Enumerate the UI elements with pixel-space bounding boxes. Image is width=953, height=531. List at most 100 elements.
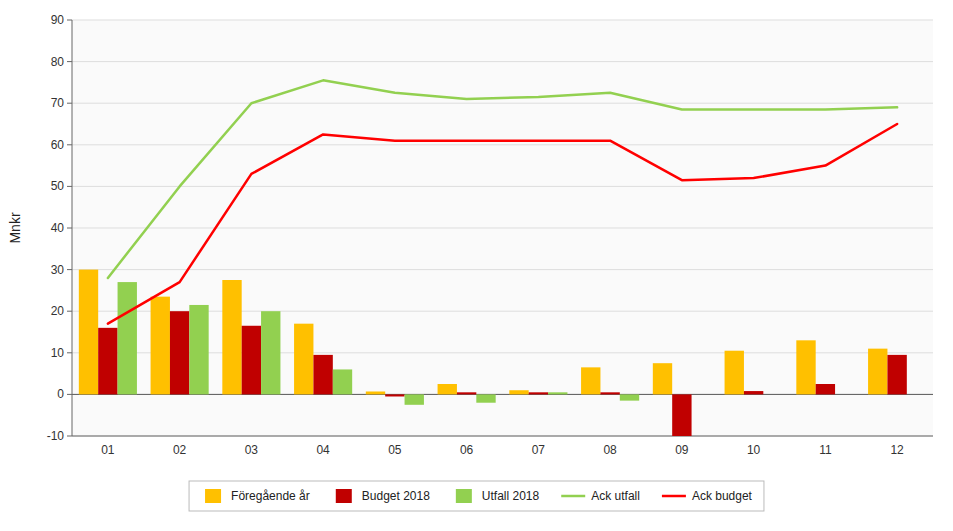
bar (151, 297, 170, 395)
x-tick-label: 01 (101, 443, 115, 457)
y-tick-label: 30 (51, 263, 65, 277)
y-tick-label: 40 (51, 221, 65, 235)
bar (476, 394, 495, 402)
x-tick-label: 06 (460, 443, 474, 457)
x-tick-label: 09 (675, 443, 689, 457)
y-tick (67, 352, 72, 353)
legend-swatch (561, 495, 585, 498)
bar-series (118, 282, 640, 405)
bar-series (98, 311, 907, 436)
legend-item: Ack utfall (561, 489, 640, 503)
y-tick (67, 394, 72, 395)
bar (242, 326, 261, 395)
y-tick (67, 144, 72, 145)
bar (98, 328, 117, 395)
bar (907, 394, 926, 395)
bar (118, 282, 137, 394)
x-tick-label: 07 (532, 443, 546, 457)
bar (600, 392, 619, 394)
bar (868, 349, 887, 395)
y-tick-label: 50 (51, 179, 65, 193)
y-axis-label: Mnkr (7, 212, 23, 243)
y-tick-label: 0 (57, 387, 64, 401)
bar (333, 369, 352, 394)
y-tick-label: 80 (51, 55, 65, 69)
bar (366, 391, 385, 394)
y-tick (67, 228, 72, 229)
x-tick-label: 10 (747, 443, 761, 457)
y-tick-label: 20 (51, 304, 65, 318)
legend-item: Budget 2018 (336, 489, 430, 503)
bar-series (79, 270, 888, 395)
bar (744, 391, 763, 394)
bar (170, 311, 189, 394)
y-axis-line (72, 20, 73, 436)
bar (548, 392, 567, 394)
bar (653, 363, 672, 394)
y-axis: -100102030405060708090 (47, 13, 72, 443)
bar (79, 270, 98, 395)
legend-label: Utfall 2018 (482, 489, 540, 503)
y-tick-label: -10 (47, 429, 65, 443)
grid-line (72, 103, 933, 104)
y-tick (67, 20, 72, 21)
x-tick-label: 08 (603, 443, 617, 457)
grid-line (72, 436, 933, 437)
x-axis: 010203040506070809101112 (72, 436, 933, 457)
x-axis-line (72, 436, 933, 437)
bar (835, 394, 854, 395)
y-tick (67, 186, 72, 187)
y-tick (67, 436, 72, 437)
y-tick (67, 311, 72, 312)
bar (405, 394, 424, 404)
bar (725, 351, 744, 395)
grid-line (72, 61, 933, 62)
chart-svg: -100102030405060708090Mnkr01020304050607… (0, 0, 953, 531)
bar (581, 367, 600, 394)
y-tick-label: 60 (51, 138, 65, 152)
grid (72, 20, 933, 436)
bar (796, 340, 815, 394)
bar (692, 394, 711, 395)
x-tick-label: 02 (173, 443, 187, 457)
grid-line (72, 20, 933, 21)
legend-label: Föregående år (231, 489, 310, 503)
legend-swatch (456, 489, 472, 503)
bar (313, 355, 332, 395)
chart-container: -100102030405060708090Mnkr01020304050607… (0, 0, 953, 531)
bar (189, 305, 208, 394)
y-tick-label: 90 (51, 13, 65, 27)
y-tick-label: 10 (51, 346, 65, 360)
legend-swatch (205, 489, 221, 503)
bar (457, 392, 476, 394)
y-tick (67, 269, 72, 270)
legend-frame (189, 481, 764, 511)
plot-marks (79, 80, 907, 436)
bar (816, 384, 835, 394)
bar (672, 394, 691, 436)
grid-line (72, 228, 933, 229)
bar (529, 392, 548, 394)
bar (294, 324, 313, 395)
plot-background (72, 20, 933, 436)
bar (887, 355, 906, 395)
legend-label: Ack budget (692, 489, 753, 503)
x-tick-label: 03 (245, 443, 259, 457)
line (108, 80, 897, 278)
legend: Föregående år Budget 2018 Utfall 2018 Ack u… (189, 481, 764, 511)
legend-label: Ack utfall (591, 489, 640, 503)
bar (620, 394, 639, 400)
bar (438, 384, 457, 394)
legend-item: Föregående år (205, 489, 310, 503)
bar (385, 394, 404, 396)
x-tick-label: 12 (890, 443, 904, 457)
legend-swatch (662, 495, 686, 498)
bar (222, 280, 241, 394)
grid-line (72, 144, 933, 145)
bar (763, 394, 782, 395)
x-tick-label: 11 (819, 443, 832, 457)
legend-item: Ack budget (662, 489, 753, 503)
x-tick-label: 04 (316, 443, 330, 457)
bar (509, 390, 528, 394)
y-tick (67, 103, 72, 104)
